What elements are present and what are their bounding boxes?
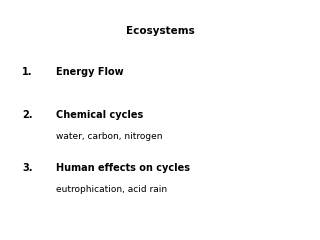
Text: 2.: 2. [22, 110, 33, 120]
Text: 3.: 3. [22, 163, 33, 173]
Text: Chemical cycles: Chemical cycles [56, 110, 143, 120]
Text: Human effects on cycles: Human effects on cycles [56, 163, 190, 173]
Text: 1.: 1. [22, 67, 33, 77]
Text: Energy Flow: Energy Flow [56, 67, 124, 77]
Text: water, carbon, nitrogen: water, carbon, nitrogen [56, 132, 163, 141]
Text: Ecosystems: Ecosystems [126, 26, 194, 36]
Text: eutrophication, acid rain: eutrophication, acid rain [56, 185, 167, 194]
